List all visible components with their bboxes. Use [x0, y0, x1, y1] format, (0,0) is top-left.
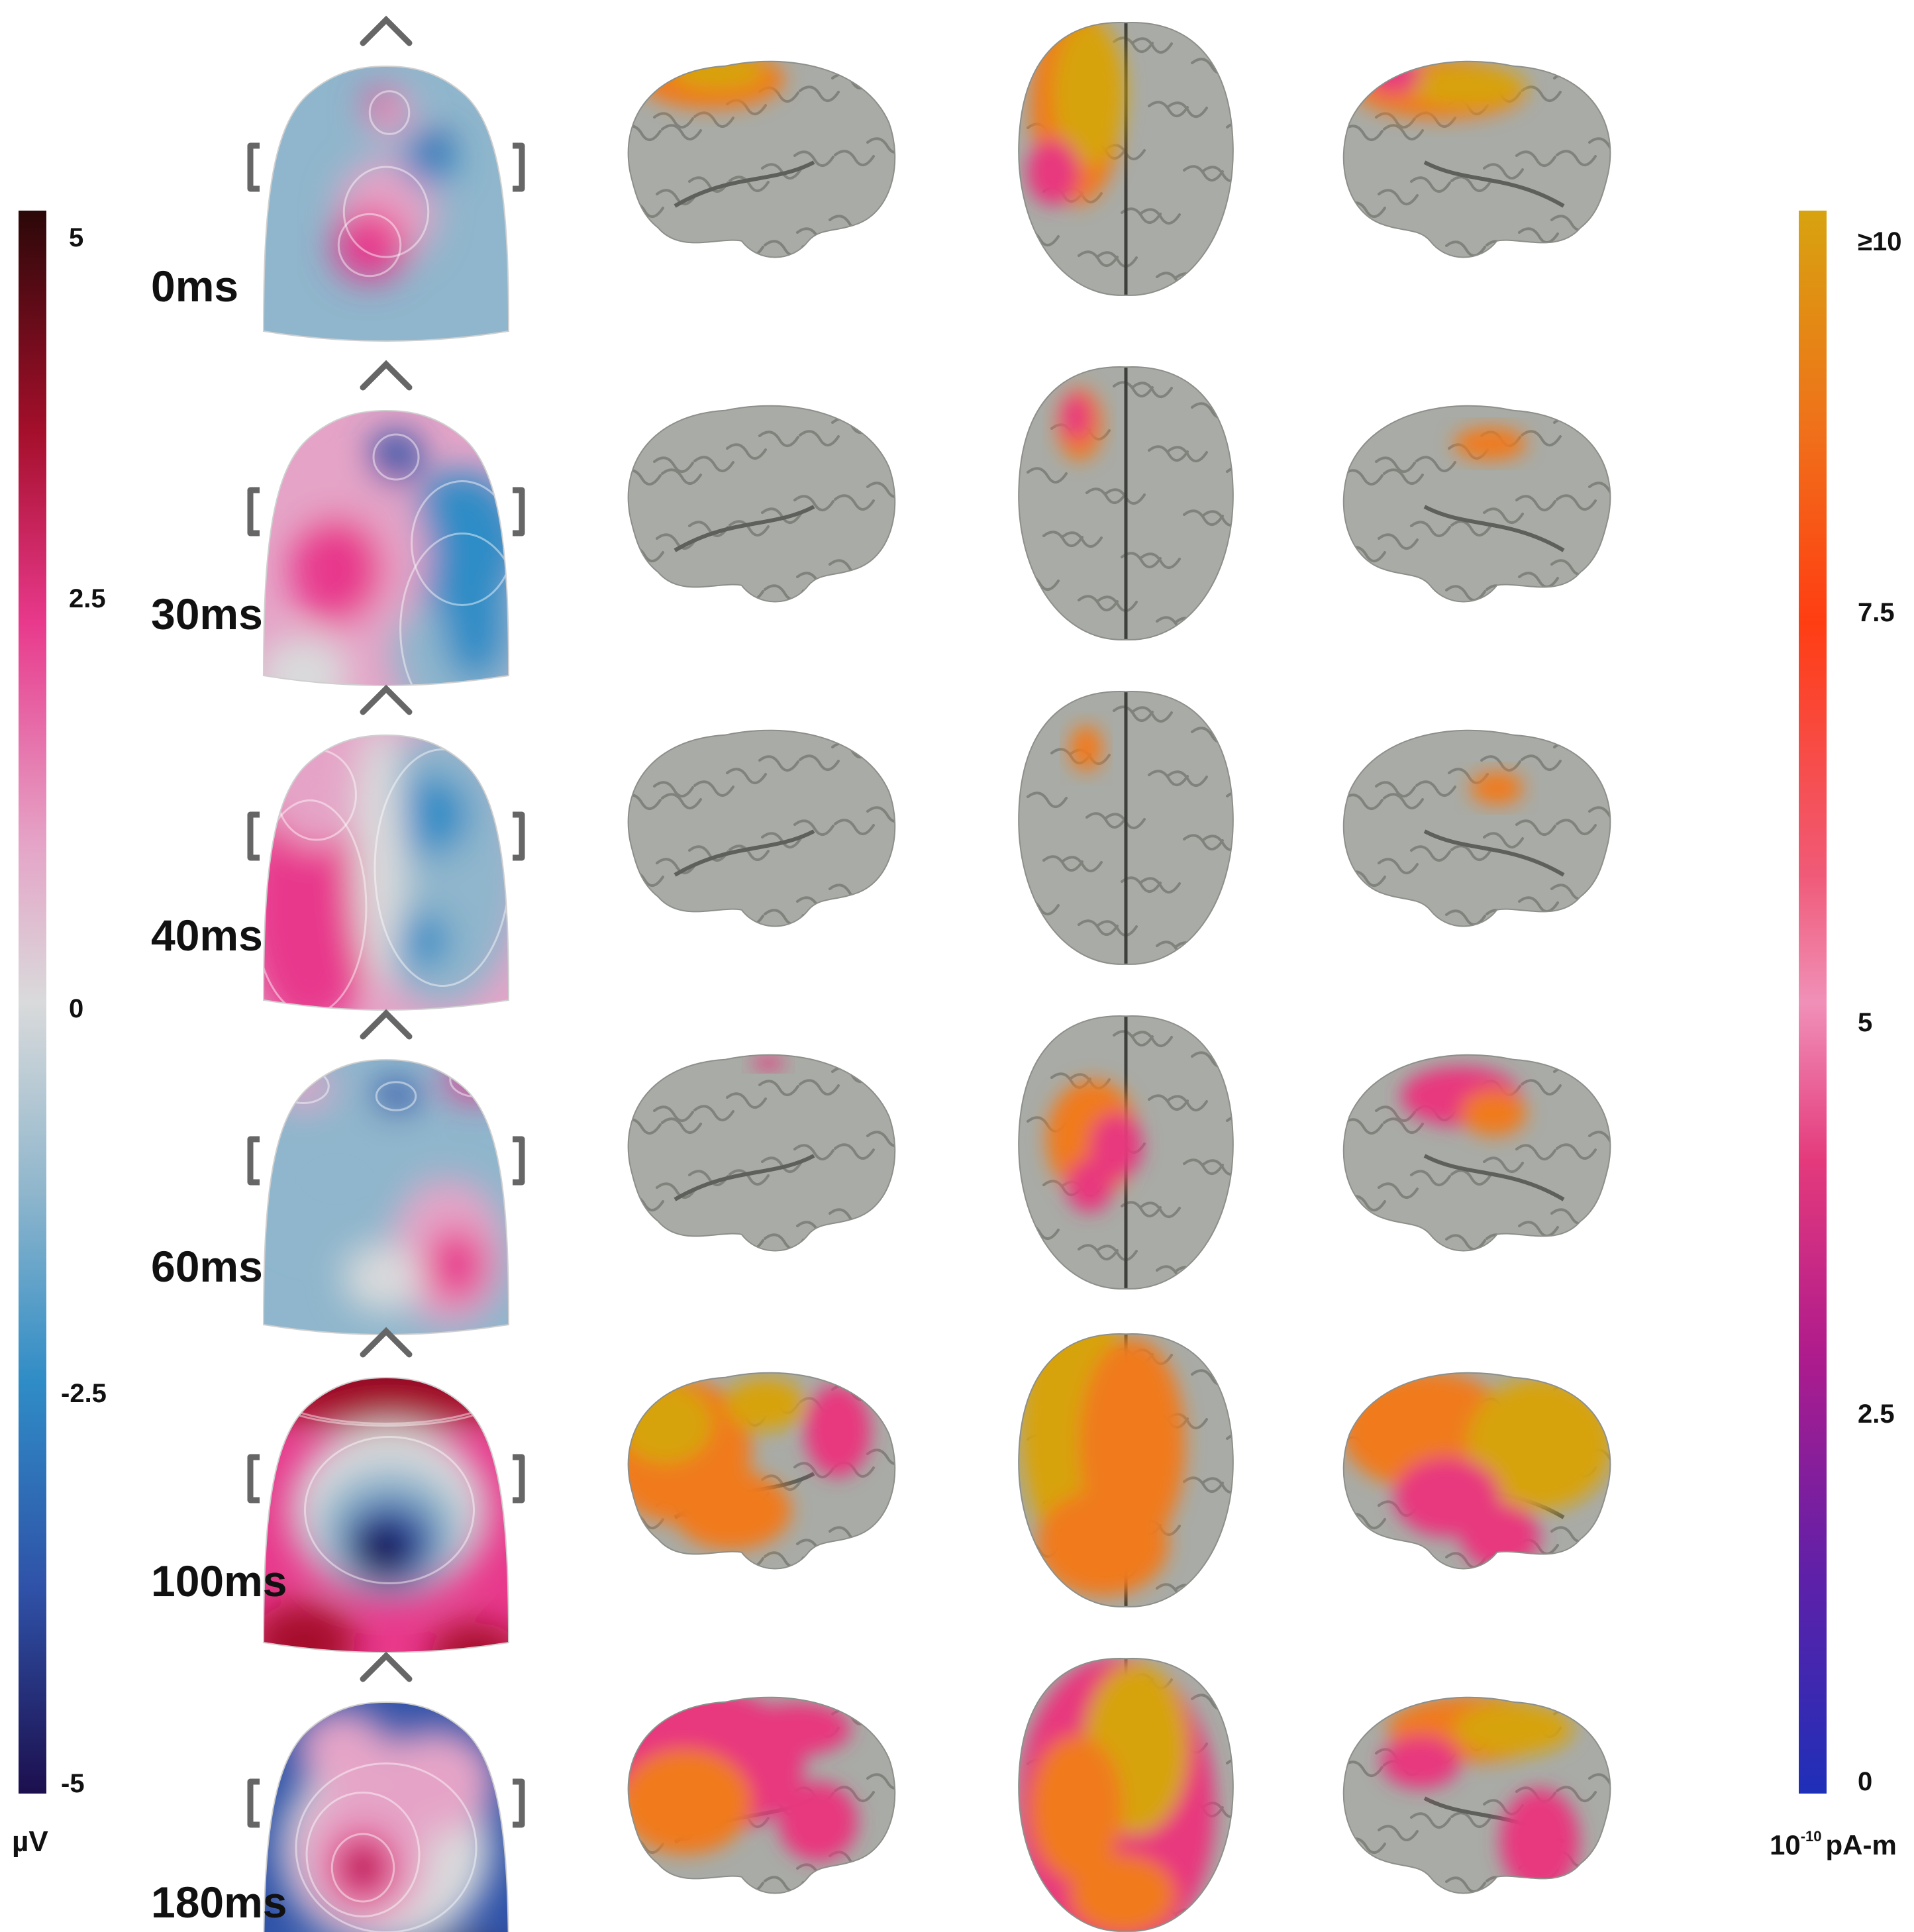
current-tick-10: ≥10	[1858, 227, 1901, 256]
brain-left-lateral-view	[627, 729, 896, 927]
current-colorbar-gradient	[1799, 211, 1827, 1794]
scalp-topography-map	[247, 1009, 525, 1335]
time-label: 60ms	[151, 1242, 263, 1291]
nose-marker-icon	[360, 1009, 413, 1040]
brain-top-view	[1018, 1333, 1234, 1607]
time-label: 100ms	[151, 1556, 287, 1605]
voltage-tick-neg2.5: -2.5	[61, 1379, 107, 1408]
left-ear-marker-icon	[247, 1136, 260, 1186]
right-ear-marker-icon	[513, 811, 525, 861]
brain-right-lateral-view	[1342, 405, 1611, 603]
brain-left-lateral-view	[627, 1696, 896, 1894]
brain-left-lateral-view	[627, 1372, 896, 1570]
time-row: 0ms	[151, 15, 1611, 342]
time-row: 40ms	[151, 684, 1611, 1011]
time-label: 40ms	[151, 911, 263, 960]
time-rows: 0ms 30ms 40ms 60ms 100ms 180ms	[151, 15, 1611, 1932]
time-row: 180ms	[151, 1651, 1611, 1932]
scalp-topography-map	[247, 1327, 525, 1653]
scalp-topography-map	[247, 1651, 525, 1932]
scalp-topography-map	[247, 360, 525, 686]
time-label: 30ms	[151, 589, 263, 638]
brain-top-view	[1018, 1015, 1234, 1290]
voltage-unit-label: µV	[12, 1825, 48, 1858]
nose-marker-icon	[360, 1651, 413, 1682]
right-ear-marker-icon	[513, 487, 525, 536]
current-tick-5: 5	[1858, 1008, 1872, 1037]
brain-top-view	[1018, 22, 1234, 296]
brain-left-lateral-view	[627, 1054, 896, 1252]
current-tick-0: 0	[1858, 1767, 1872, 1796]
time-label: 180ms	[151, 1878, 287, 1927]
voltage-colorbar: 5 2.5 0 -2.5 -5 µV	[12, 211, 107, 1858]
brain-left-lateral-view	[627, 60, 896, 258]
brain-right-lateral-view	[1342, 729, 1611, 927]
right-ear-marker-icon	[513, 1454, 525, 1503]
voltage-colorbar-gradient	[19, 211, 46, 1794]
voltage-tick-5: 5	[69, 223, 83, 252]
nose-marker-icon	[360, 15, 413, 46]
nose-marker-icon	[360, 360, 413, 391]
left-ear-marker-icon	[247, 811, 260, 861]
voltage-tick-2.5: 2.5	[69, 584, 106, 613]
scalp-topography-map	[247, 684, 525, 1011]
left-ear-marker-icon	[247, 487, 260, 536]
left-ear-marker-icon	[247, 1778, 260, 1828]
time-label: 0ms	[151, 262, 238, 311]
right-ear-marker-icon	[513, 142, 525, 192]
brain-right-lateral-view	[1342, 1372, 1611, 1570]
left-ear-marker-icon	[247, 1454, 260, 1503]
right-ear-marker-icon	[513, 1136, 525, 1186]
brain-left-lateral-view	[627, 405, 896, 603]
brain-right-lateral-view	[1342, 1696, 1611, 1894]
brain-top-view	[1018, 366, 1234, 640]
scalp-topography-map	[247, 15, 525, 342]
left-ear-marker-icon	[247, 142, 260, 192]
time-row: 60ms	[151, 1009, 1611, 1335]
nose-marker-icon	[360, 684, 413, 715]
brain-top-view	[1018, 691, 1234, 965]
brain-right-lateral-view	[1342, 60, 1611, 258]
current-colorbar: ≥10 7.5 5 2.5 0 10-10 pA-m	[1770, 211, 1901, 1860]
time-row: 100ms	[151, 1327, 1611, 1653]
nose-marker-icon	[360, 1327, 413, 1358]
brain-right-lateral-view	[1342, 1054, 1611, 1252]
brain-top-view	[1018, 1658, 1234, 1932]
right-ear-marker-icon	[513, 1778, 525, 1828]
voltage-tick-neg5: -5	[61, 1769, 85, 1798]
voltage-tick-0: 0	[69, 994, 83, 1023]
time-row: 30ms	[151, 360, 1611, 686]
current-unit-label: 10-10 pA-m	[1770, 1828, 1897, 1860]
current-tick-2.5: 2.5	[1858, 1399, 1895, 1429]
current-tick-7.5: 7.5	[1858, 598, 1895, 627]
